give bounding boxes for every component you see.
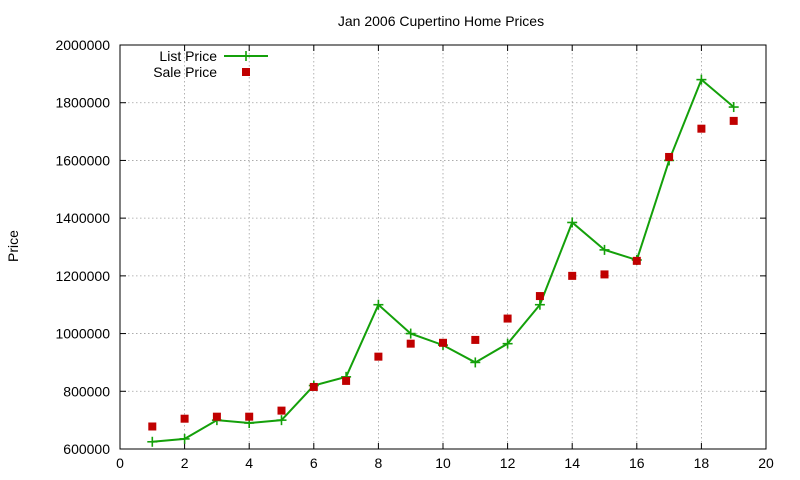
x-tick-label: 6 [310, 455, 318, 471]
list-price-point [567, 217, 578, 228]
sale-price-point [729, 116, 738, 125]
x-tick-label: 10 [435, 455, 451, 471]
sale-price-point [342, 376, 351, 385]
sale-price-point [212, 412, 221, 421]
x-tick-label: 18 [694, 455, 710, 471]
list-price-point [470, 357, 481, 368]
legend-marker-list-price [241, 51, 251, 61]
sale-price-point [180, 414, 189, 423]
list-price-point [599, 244, 610, 255]
sale-price-point [632, 256, 641, 265]
sale-price-point [439, 338, 447, 347]
x-tick-label: 14 [564, 455, 580, 471]
list-price-point [696, 74, 707, 85]
plot-frame [119, 44, 767, 450]
x-tick-label: 8 [375, 455, 383, 471]
x-tick-label: 12 [500, 455, 516, 471]
sale-price-point [245, 412, 254, 421]
sale-price-point [277, 406, 286, 415]
legend-label-list-price: List Price [159, 48, 217, 64]
sale-price-point [535, 292, 544, 301]
legend-marker-sale-price [242, 68, 250, 76]
list-price-point [728, 102, 739, 113]
y-tick-label: 1600000 [55, 152, 110, 168]
legend: List Price Sale Price [153, 48, 268, 80]
list-price-point [276, 415, 287, 426]
sale-price-point [309, 382, 318, 391]
sale-price-point [148, 422, 157, 431]
list-price-point [179, 433, 190, 444]
y-tick-label: 1400000 [55, 210, 110, 226]
sale-price-point [600, 270, 609, 279]
x-tick-label: 0 [116, 455, 124, 471]
list-price-point [534, 299, 545, 310]
sale-price-point [503, 314, 512, 323]
legend-label-sale-price: Sale Price [153, 64, 217, 80]
list-price-point [405, 328, 416, 339]
y-tick-label: 1200000 [55, 268, 110, 284]
sale-price-point [665, 152, 674, 161]
x-tick-label: 20 [758, 455, 774, 471]
sale-price-point [471, 335, 480, 344]
sale-price-point [697, 124, 706, 133]
sale-price-point [374, 352, 383, 361]
x-tick-label: 4 [245, 455, 253, 471]
sale-price-point [568, 271, 577, 280]
grid [120, 45, 766, 449]
y-tick-label: 1800000 [55, 95, 110, 111]
plot-area [147, 74, 739, 447]
list-price-point [147, 436, 158, 447]
axis-ticks: 0 2 4 6 8 10 12 14 16 18 20 600000 800000 1000000 1200… [55, 37, 774, 471]
list-price-point [502, 338, 513, 349]
y-tick-label: 2000000 [55, 37, 110, 53]
y-axis-label: Price [5, 230, 21, 262]
x-tick-label: 16 [629, 455, 645, 471]
y-tick-label: 800000 [63, 383, 110, 399]
chart-title: Jan 2006 Cupertino Home Prices [338, 13, 544, 29]
y-tick-label: 1000000 [55, 326, 110, 342]
sale-price-point [406, 339, 415, 348]
list-price-point [373, 299, 384, 310]
x-tick-label: 2 [181, 455, 189, 471]
y-tick-label: 600000 [63, 441, 110, 457]
